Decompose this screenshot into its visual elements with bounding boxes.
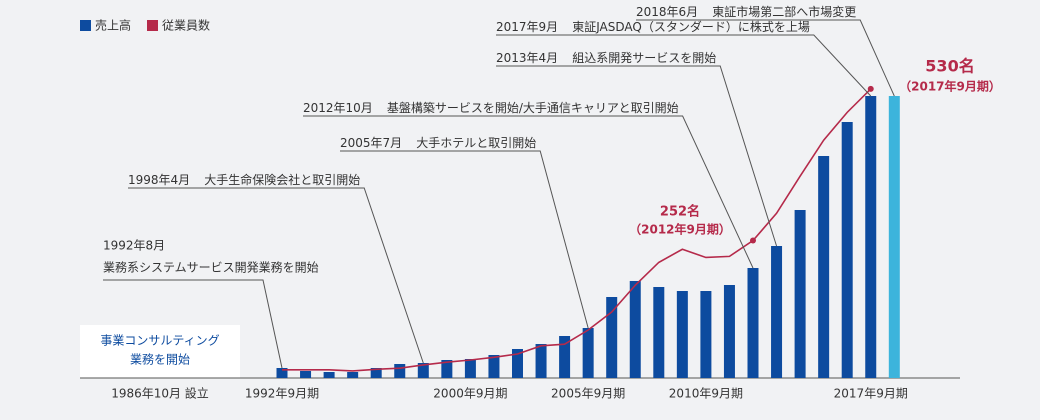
legend-swatch <box>80 20 91 31</box>
legend-label: 売上高 <box>95 18 131 33</box>
bar <box>347 372 359 378</box>
x-tick-label: 2010年9月期 <box>669 387 743 401</box>
bar <box>794 210 806 378</box>
annotation: 2005年7月 大手ホテルと取引開始 <box>340 136 536 150</box>
bar <box>888 96 900 378</box>
founded-label: 1986年10月 設立 <box>111 386 209 401</box>
value-note: （2012年9月期） <box>629 222 731 237</box>
bar <box>676 291 688 378</box>
x-tick-label: 2017年9月期 <box>834 387 908 401</box>
bar <box>488 355 500 378</box>
annotation-text: 東証JASDAQ（スタンダード）に株式を上場 <box>572 19 810 34</box>
point <box>750 237 756 244</box>
bar <box>441 360 453 378</box>
bar <box>700 291 712 378</box>
leader-line <box>636 19 895 97</box>
x-tick-label: 2000年9月期 <box>433 387 507 401</box>
annotation: 1998年4月 大手生命保険会社と取引開始 <box>128 172 360 187</box>
bar <box>841 122 853 378</box>
bar <box>653 287 665 378</box>
value-note: （2017年9月期） <box>899 79 1001 94</box>
bar <box>464 359 476 378</box>
leader-line <box>340 150 589 329</box>
annotation: 2012年10月 基盤構築サービスを開始/大手通信キャリアと取引開始 <box>303 100 679 115</box>
start-box <box>80 325 240 378</box>
annotation-date: 2017年9月 <box>496 20 558 34</box>
annotation: 2013年4月 組込系開発サービスを開始 <box>496 51 716 65</box>
annotation-date: 2013年4月 <box>496 51 558 65</box>
bar <box>370 368 382 378</box>
value-label: 252名 <box>660 204 700 220</box>
bar <box>276 368 288 378</box>
leader-line <box>128 187 424 364</box>
bar <box>512 349 523 378</box>
annotation-text: 東証市場第二部へ市場変更 <box>712 4 856 19</box>
start-note: 業務を開始 <box>130 353 190 367</box>
x-tick-label: 2005年9月期 <box>551 387 625 401</box>
bar <box>323 372 335 378</box>
bar <box>818 156 830 378</box>
x-tick-label: 1992年9月期 <box>245 387 319 401</box>
start-note: 事業コンサルティング <box>100 334 219 348</box>
legend-swatch <box>147 20 158 31</box>
leader-line <box>103 279 283 369</box>
annotation-text: 基盤構築サービスを開始/大手通信キャリアと取引開始 <box>387 100 679 115</box>
annotation-text: 業務系システムサービス開発業務を開始 <box>103 261 319 275</box>
bar <box>535 344 547 378</box>
bar <box>747 268 759 378</box>
annotation-date: 1998年4月 <box>128 173 190 187</box>
bar <box>559 336 571 378</box>
bar <box>582 328 594 378</box>
annotation: 2017年9月 東証JASDAQ（スタンダード）に株式を上場 <box>496 19 810 34</box>
legend-label: 従業員数 <box>162 18 210 33</box>
point <box>867 85 874 92</box>
leader-line <box>496 65 778 247</box>
bar <box>417 363 429 378</box>
annotation-date: 1992年8月 <box>103 239 165 253</box>
bar <box>629 281 641 378</box>
bar <box>394 364 406 378</box>
leader-line <box>303 115 754 269</box>
annotation-text: 組込系開発サービスを開始 <box>572 51 716 65</box>
bar <box>300 371 312 378</box>
annotation-date: 2012年10月 <box>303 101 373 115</box>
annotation-text: 大手生命保険会社と取引開始 <box>204 172 360 187</box>
annotation: 2018年6月 東証市場第二部へ市場変更 <box>636 4 856 19</box>
line <box>282 88 872 372</box>
annotation-text: 大手ホテルと取引開始 <box>416 136 536 150</box>
bar <box>606 297 618 378</box>
value-label: 530名 <box>925 57 974 76</box>
bar <box>865 96 877 378</box>
bar <box>771 246 783 378</box>
leader-line <box>496 34 872 97</box>
bar <box>723 285 735 378</box>
annotation-date: 2005年7月 <box>340 136 402 150</box>
annotation-date: 2018年6月 <box>636 5 698 19</box>
